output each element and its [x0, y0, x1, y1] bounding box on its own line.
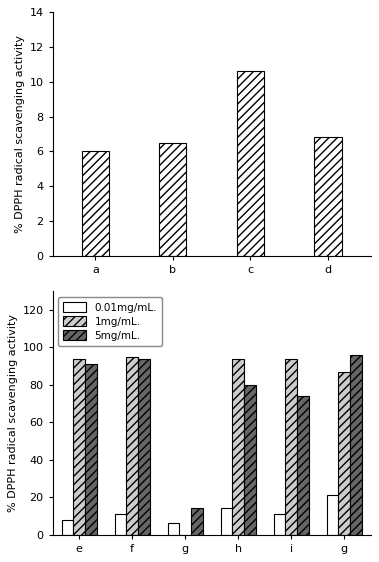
- Bar: [62, 520, 73, 534]
- Y-axis label: % DPPH radical scavenging activity: % DPPH radical scavenging activity: [15, 35, 25, 233]
- Bar: [138, 359, 150, 534]
- Bar: [221, 509, 232, 534]
- Bar: [285, 359, 297, 534]
- Bar: [237, 71, 264, 256]
- Bar: [73, 359, 85, 534]
- Bar: [327, 495, 338, 534]
- Bar: [168, 523, 179, 534]
- Bar: [191, 509, 203, 534]
- Bar: [315, 138, 341, 256]
- Bar: [274, 514, 285, 534]
- Bar: [232, 359, 244, 534]
- Bar: [82, 151, 109, 256]
- Bar: [85, 364, 97, 534]
- Bar: [297, 396, 309, 534]
- Bar: [115, 514, 126, 534]
- Bar: [126, 357, 138, 534]
- Bar: [159, 143, 186, 256]
- Bar: [244, 385, 256, 534]
- Y-axis label: % DPPH radical scavenging activity: % DPPH radical scavenging activity: [8, 314, 18, 512]
- Legend: 0.01mg/mL., 1mg/mL., 5mg/mL.: 0.01mg/mL., 1mg/mL., 5mg/mL.: [58, 297, 162, 346]
- Bar: [338, 372, 350, 534]
- Bar: [350, 355, 362, 534]
